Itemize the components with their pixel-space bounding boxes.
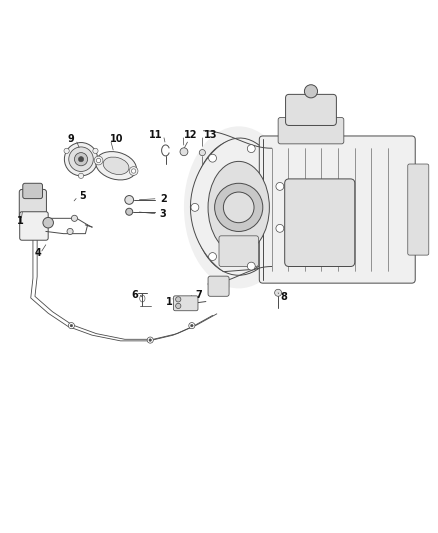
Text: 5: 5: [79, 191, 85, 201]
Text: 13: 13: [204, 130, 217, 140]
FancyBboxPatch shape: [408, 164, 429, 255]
Circle shape: [74, 152, 88, 166]
Ellipse shape: [103, 157, 129, 174]
Circle shape: [126, 208, 133, 215]
Circle shape: [69, 147, 93, 172]
Circle shape: [93, 148, 98, 154]
Polygon shape: [191, 138, 287, 272]
Circle shape: [215, 183, 263, 231]
FancyBboxPatch shape: [173, 296, 198, 311]
Circle shape: [64, 142, 98, 176]
Circle shape: [78, 157, 84, 162]
Circle shape: [191, 324, 193, 327]
Circle shape: [247, 262, 255, 270]
FancyBboxPatch shape: [19, 189, 46, 219]
Circle shape: [180, 148, 188, 156]
Circle shape: [131, 169, 136, 173]
Circle shape: [70, 324, 73, 327]
Circle shape: [64, 148, 69, 154]
FancyBboxPatch shape: [219, 236, 258, 266]
Text: 11: 11: [148, 130, 162, 140]
Ellipse shape: [193, 140, 285, 275]
Circle shape: [94, 156, 103, 165]
Circle shape: [208, 154, 216, 162]
FancyBboxPatch shape: [278, 118, 344, 144]
Text: 3: 3: [160, 209, 166, 219]
Circle shape: [275, 289, 282, 296]
Text: 6: 6: [131, 290, 138, 300]
Circle shape: [96, 158, 101, 163]
Text: 9: 9: [68, 134, 74, 144]
Circle shape: [129, 167, 138, 175]
Circle shape: [68, 322, 74, 329]
Text: 4: 4: [35, 248, 42, 259]
Circle shape: [199, 150, 205, 156]
Text: 10: 10: [110, 134, 123, 144]
Circle shape: [208, 253, 216, 261]
Circle shape: [304, 85, 318, 98]
Circle shape: [176, 297, 181, 302]
Text: 12: 12: [184, 130, 198, 140]
Text: 7: 7: [195, 290, 201, 300]
Circle shape: [223, 192, 254, 223]
Circle shape: [43, 217, 53, 228]
Text: 1: 1: [18, 215, 24, 225]
Ellipse shape: [184, 126, 293, 288]
Text: 2: 2: [160, 193, 166, 204]
Ellipse shape: [208, 161, 269, 253]
FancyBboxPatch shape: [20, 212, 48, 240]
Circle shape: [78, 173, 84, 179]
Circle shape: [247, 144, 255, 152]
Circle shape: [276, 224, 284, 232]
Circle shape: [125, 196, 134, 204]
FancyBboxPatch shape: [286, 94, 336, 125]
Circle shape: [189, 322, 195, 329]
Text: 8: 8: [280, 292, 287, 302]
Ellipse shape: [95, 151, 137, 180]
Circle shape: [71, 215, 78, 221]
Text: 1: 1: [166, 296, 173, 306]
FancyBboxPatch shape: [285, 179, 355, 266]
Circle shape: [191, 204, 199, 211]
FancyBboxPatch shape: [259, 136, 415, 283]
Circle shape: [176, 303, 181, 309]
FancyBboxPatch shape: [208, 276, 229, 296]
Circle shape: [147, 337, 153, 343]
Circle shape: [149, 339, 152, 342]
FancyBboxPatch shape: [23, 183, 42, 199]
Circle shape: [276, 182, 284, 190]
Circle shape: [67, 229, 73, 235]
